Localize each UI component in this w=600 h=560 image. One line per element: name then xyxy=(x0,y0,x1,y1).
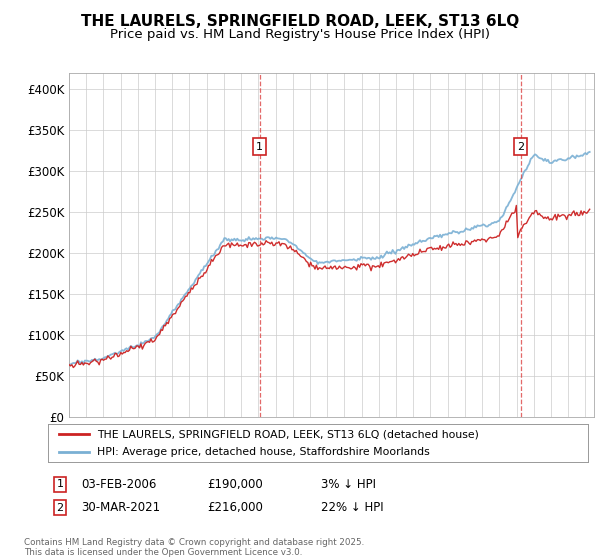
Text: 30-MAR-2021: 30-MAR-2021 xyxy=(81,501,160,515)
Text: THE LAURELS, SPRINGFIELD ROAD, LEEK, ST13 6LQ: THE LAURELS, SPRINGFIELD ROAD, LEEK, ST1… xyxy=(81,14,519,29)
Text: 2: 2 xyxy=(517,142,524,152)
Text: 1: 1 xyxy=(56,479,64,489)
Text: 3% ↓ HPI: 3% ↓ HPI xyxy=(321,478,376,491)
Text: Contains HM Land Registry data © Crown copyright and database right 2025.
This d: Contains HM Land Registry data © Crown c… xyxy=(24,538,364,557)
Text: HPI: Average price, detached house, Staffordshire Moorlands: HPI: Average price, detached house, Staf… xyxy=(97,447,430,457)
Text: THE LAURELS, SPRINGFIELD ROAD, LEEK, ST13 6LQ (detached house): THE LAURELS, SPRINGFIELD ROAD, LEEK, ST1… xyxy=(97,429,478,439)
Text: £190,000: £190,000 xyxy=(207,478,263,491)
Text: £216,000: £216,000 xyxy=(207,501,263,515)
Text: 22% ↓ HPI: 22% ↓ HPI xyxy=(321,501,383,515)
Text: 1: 1 xyxy=(256,142,263,152)
Text: 03-FEB-2006: 03-FEB-2006 xyxy=(81,478,157,491)
Text: 2: 2 xyxy=(56,503,64,513)
Text: Price paid vs. HM Land Registry's House Price Index (HPI): Price paid vs. HM Land Registry's House … xyxy=(110,28,490,41)
